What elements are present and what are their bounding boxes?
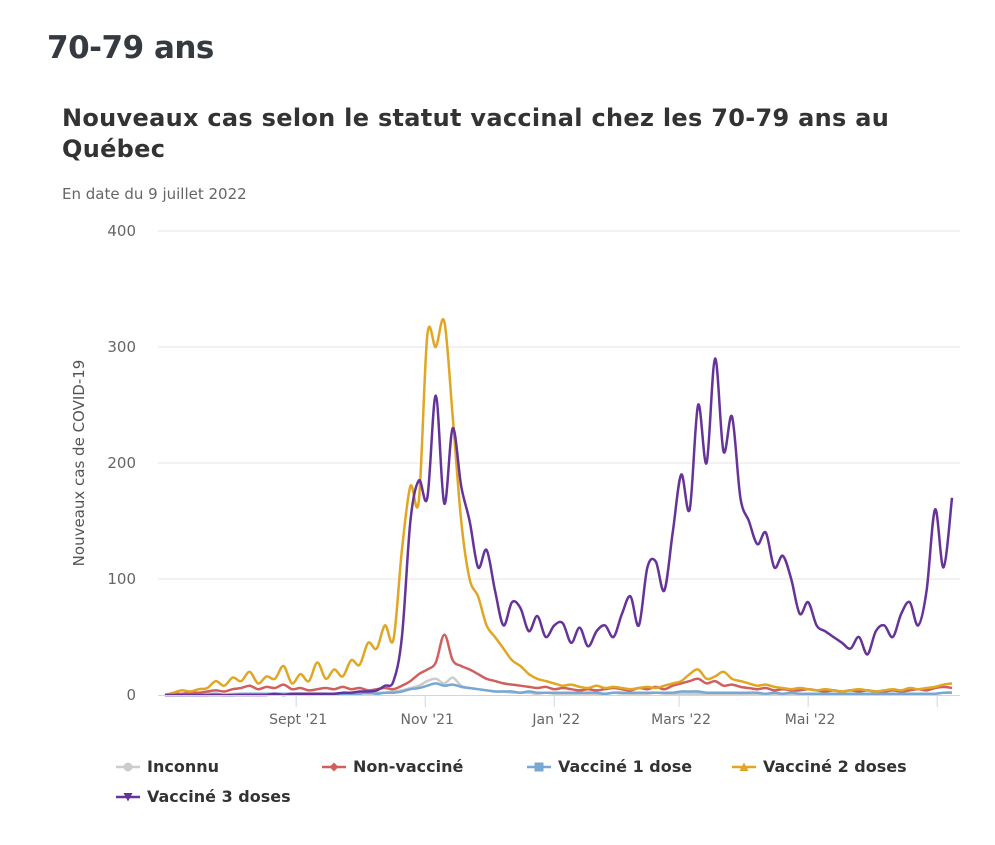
series-lines bbox=[164, 317, 954, 697]
legend-item-vaccin-3-doses[interactable]: Vacciné 3 doses bbox=[115, 787, 291, 806]
circle-marker-icon bbox=[116, 762, 140, 771]
diamond-marker-icon bbox=[322, 762, 346, 771]
triangle-marker-icon bbox=[732, 762, 756, 771]
triangle-down-marker-icon bbox=[116, 792, 140, 801]
legend-label: Vacciné 3 doses bbox=[147, 787, 291, 806]
series-line-vaccin-3-doses[interactable] bbox=[165, 357, 954, 697]
x-axis-ticks: Sept '21 Nov '21 Jan '22 Mars '22 Mai '22 bbox=[269, 695, 938, 728]
legend-label: Vacciné 2 doses bbox=[763, 757, 907, 776]
y-tick-label: 300 bbox=[107, 338, 136, 356]
legend-label: Vacciné 1 dose bbox=[558, 757, 693, 776]
legend-item-vaccin-1-dose[interactable]: Vacciné 1 dose bbox=[526, 757, 692, 776]
legend-label: Inconnu bbox=[147, 757, 219, 776]
legend-item-vaccin-2-doses[interactable]: Vacciné 2 doses bbox=[731, 757, 907, 776]
gridlines bbox=[158, 230, 960, 580]
x-tick-label: Mars '22 bbox=[651, 712, 711, 728]
y-tick-label: 200 bbox=[107, 454, 136, 472]
square-marker-icon bbox=[527, 762, 551, 771]
page-heading: 70-79 ans bbox=[47, 30, 214, 66]
legend-item-non-vaccin-[interactable]: Non-vacciné bbox=[321, 757, 463, 776]
x-tick-label: Sept '21 bbox=[269, 712, 327, 728]
x-tick-label: Jan '22 bbox=[531, 712, 580, 728]
legend-item-inconnu[interactable]: Inconnu bbox=[115, 757, 219, 776]
chart-subtitle: En date du 9 juillet 2022 bbox=[62, 185, 247, 203]
y-tick-label: 0 bbox=[126, 686, 136, 704]
y-tick-label: 400 bbox=[107, 222, 136, 240]
chart-title: Nouveaux cas selon le statut vaccinal ch… bbox=[62, 104, 890, 163]
y-axis-label: Nouveaux cas de COVID-19 bbox=[70, 360, 88, 567]
series-line-vaccin-2-doses[interactable] bbox=[164, 317, 953, 697]
x-tick-label: Nov '21 bbox=[400, 712, 453, 728]
legend-label: Non-vacciné bbox=[353, 757, 464, 776]
x-tick-label: Mai '22 bbox=[785, 712, 836, 728]
y-tick-label: 100 bbox=[107, 570, 136, 588]
y-axis-ticks: 0 100 200 300 400 bbox=[107, 222, 136, 704]
